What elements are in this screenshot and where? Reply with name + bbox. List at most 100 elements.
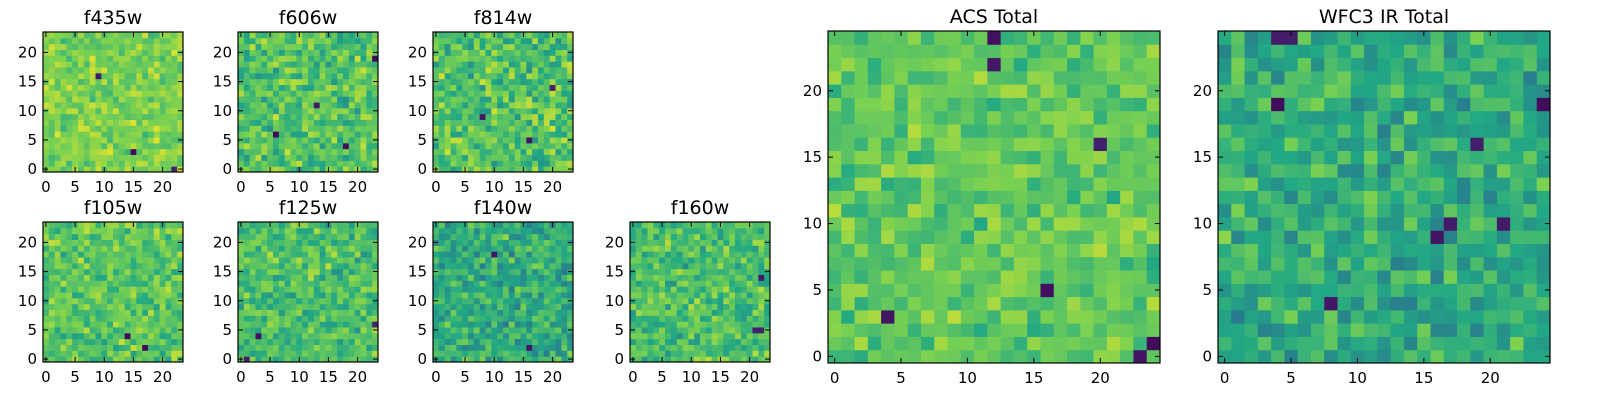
heatmap-cell <box>124 257 131 264</box>
heatmap-cell <box>331 292 338 299</box>
heatmap-cell <box>366 142 373 150</box>
heatmap-cell <box>491 338 498 345</box>
heatmap-cell <box>705 239 713 246</box>
heatmap-cell <box>508 160 516 167</box>
heatmap-cell <box>920 31 935 45</box>
heatmap-cell <box>503 37 510 45</box>
heatmap-cell <box>711 245 718 252</box>
heatmap-cell <box>503 245 510 252</box>
heatmap-cell <box>308 262 315 270</box>
heatmap-cell <box>95 303 102 310</box>
heatmap-cell <box>752 327 759 334</box>
x-tick-label: 0 <box>431 178 441 196</box>
heatmap-cell <box>444 32 451 39</box>
heatmap-cell <box>1133 123 1148 138</box>
heatmap-cell <box>136 72 143 80</box>
heatmap-cell <box>171 102 178 109</box>
heatmap-cell <box>78 274 85 281</box>
heatmap-cell <box>243 344 251 351</box>
heatmap-cell <box>433 262 440 270</box>
heatmap-cell <box>549 154 556 161</box>
heatmap-cell <box>331 332 338 340</box>
heatmap-cell <box>473 327 481 334</box>
heatmap-cell <box>549 321 556 328</box>
heatmap-cell <box>987 84 1002 98</box>
heatmap-cell <box>136 262 143 270</box>
heatmap-cell <box>508 49 516 56</box>
heatmap-cell <box>670 292 678 299</box>
heatmap-cell <box>987 296 1002 311</box>
heatmap-cell <box>881 270 895 284</box>
heatmap-cell <box>1257 349 1272 364</box>
heatmap-cell <box>907 123 922 138</box>
heatmap-cell <box>538 344 545 351</box>
heatmap-cell <box>567 96 574 103</box>
heatmap-cell <box>752 262 759 270</box>
heatmap-cell <box>136 119 143 126</box>
heatmap-cell <box>319 32 326 39</box>
heatmap-cell <box>641 245 648 252</box>
heatmap-cell <box>497 227 504 235</box>
heatmap-cell <box>491 96 498 103</box>
heatmap-cell <box>485 309 492 316</box>
heatmap-cell <box>1106 163 1121 178</box>
heatmap-cell <box>343 286 350 293</box>
heatmap-cell <box>653 344 660 351</box>
heatmap-cell <box>296 239 303 246</box>
heatmap-cell <box>947 203 962 218</box>
heatmap-cell <box>514 227 521 235</box>
heatmap-cell <box>567 148 574 155</box>
heatmap-cell <box>450 251 457 258</box>
heatmap-cell <box>694 245 701 252</box>
heatmap-cell <box>60 166 67 173</box>
heatmap-cell <box>313 239 321 246</box>
heatmap-cell <box>343 32 350 39</box>
heatmap-cell <box>95 257 102 264</box>
heatmap-cell <box>278 227 286 235</box>
heatmap-cell <box>148 55 155 62</box>
heatmap-cell <box>83 309 91 316</box>
heatmap-cell <box>124 274 131 281</box>
heatmap-cell <box>485 327 492 334</box>
heatmap-cell <box>438 292 446 299</box>
heatmap-cell <box>267 239 274 246</box>
heatmap-cell <box>171 286 178 293</box>
heatmap-cell <box>526 227 533 235</box>
heatmap-cell <box>1310 336 1325 351</box>
heatmap-cell <box>136 49 143 56</box>
heatmap-cell <box>153 78 161 85</box>
heatmap-cell <box>1067 323 1081 337</box>
heatmap-cell <box>296 245 303 252</box>
heatmap-cell <box>290 160 297 167</box>
heatmap-cell <box>331 61 338 68</box>
heatmap-cell <box>89 125 96 132</box>
heatmap-cell <box>313 90 321 97</box>
heatmap-cell <box>514 107 521 115</box>
heatmap-cell <box>142 67 149 74</box>
heatmap-cell <box>249 32 256 39</box>
heatmap-cell <box>433 113 440 120</box>
heatmap-cell <box>60 84 67 91</box>
heatmap-cell <box>520 292 527 299</box>
heatmap-cell <box>670 350 678 357</box>
heatmap-cell <box>313 257 321 264</box>
heatmap-cell <box>841 283 856 298</box>
heatmap-cell <box>261 32 268 39</box>
y-tick-label: 15 <box>18 263 37 281</box>
heatmap-cell <box>249 37 256 45</box>
heatmap-cell <box>947 309 962 324</box>
heatmap-cell <box>555 245 562 252</box>
heatmap-cell <box>107 113 114 120</box>
heatmap-cell <box>308 84 315 91</box>
heatmap-cell <box>72 125 79 132</box>
heatmap-cell <box>526 268 533 275</box>
heatmap-cell <box>1120 349 1134 364</box>
heatmap-cell <box>462 233 469 240</box>
heatmap-cell <box>101 43 108 50</box>
heatmap-cell <box>433 321 440 328</box>
heatmap-cell <box>653 321 660 328</box>
heatmap-cells <box>433 222 574 363</box>
heatmap-cell <box>366 233 373 240</box>
heatmap-cell <box>95 131 102 138</box>
